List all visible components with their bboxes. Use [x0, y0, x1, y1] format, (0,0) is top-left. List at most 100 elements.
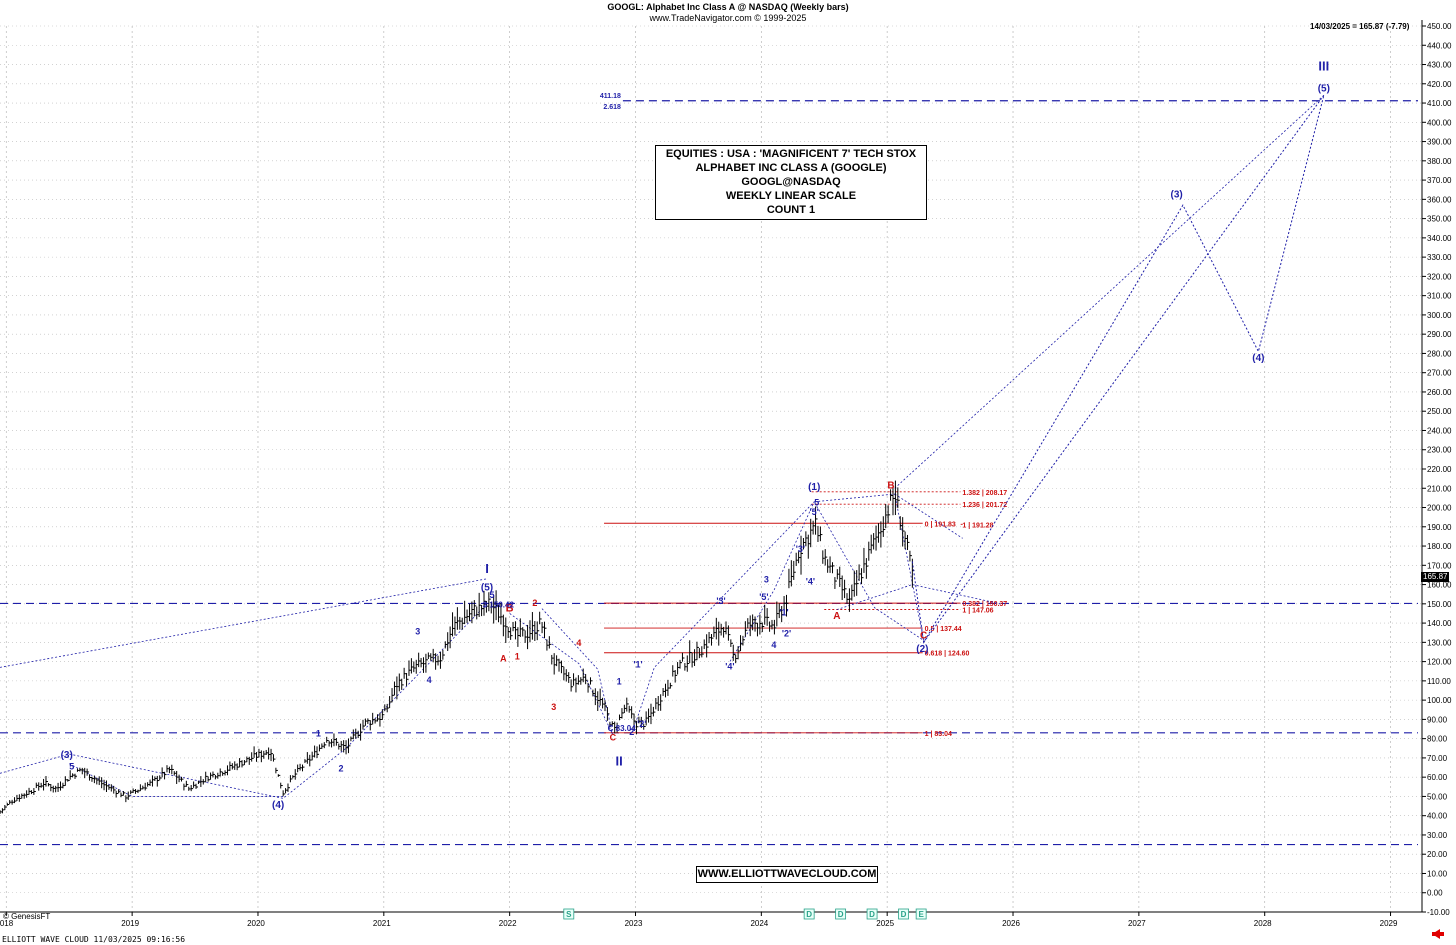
info-line-4: WEEKLY LINEAR SCALE [725, 190, 857, 202]
y-tick-label: 160.00 [1427, 581, 1452, 590]
info-line-2: ALPHABET INC CLASS A (GOOGLE) [695, 162, 887, 174]
x-tick-label: 2026 [1002, 919, 1020, 928]
y-tick-label: 450.00 [1427, 22, 1452, 31]
y-tick-label: 380.00 [1427, 157, 1452, 166]
fib-level-label: 1 | 147.06 [962, 607, 993, 614]
event-marker [866, 908, 878, 920]
y-tick-label: 320.00 [1427, 272, 1452, 281]
wave-label: (3) [61, 750, 73, 761]
y-tick-label: 100.00 [1427, 696, 1452, 705]
y-tick-label: 200.00 [1427, 504, 1452, 513]
y-tick-label: 150.00 [1427, 600, 1452, 609]
y-tick-label: 410.00 [1427, 99, 1452, 108]
y-tick-label: 20.00 [1427, 850, 1448, 859]
info-box: EQUITIES : USA : 'MAGNIFICENT 7' TECH ST… [655, 145, 927, 220]
fib-level-label: 1.236 | 201.72 [962, 502, 1007, 509]
y-tick-label: 10.00 [1427, 869, 1448, 878]
channel-line [0, 578, 488, 668]
x-tick-label: 2023 [625, 919, 643, 928]
wave-label: 2 [629, 727, 634, 737]
wave-label: (5) [481, 582, 493, 593]
y-tick-label: 120.00 [1427, 658, 1452, 667]
last-price-tag: 165.87 [1421, 572, 1450, 582]
wave-label: '5' [810, 507, 819, 517]
y-tick-label: 220.00 [1427, 465, 1452, 474]
event-marker-label: D [901, 910, 907, 919]
x-tick-label: 2025 [876, 919, 894, 928]
projection-line [911, 95, 1325, 644]
y-tick-label: 420.00 [1427, 80, 1452, 89]
event-marker-label: D [869, 910, 875, 919]
event-marker [563, 908, 575, 920]
fib-level-label: 0.382 | 150.37 [962, 601, 1007, 608]
channel-line [813, 493, 925, 642]
y-tick-label: 340.00 [1427, 234, 1452, 243]
y-tick-label: 240.00 [1427, 426, 1452, 435]
wave-label: 4 [771, 640, 776, 650]
y-tick-label: 280.00 [1427, 349, 1452, 358]
wave-label: '1' [779, 607, 788, 617]
event-marker-label: D [806, 910, 812, 919]
fib-level-label: 1.382 | 208.17 [962, 490, 1007, 497]
scroll-left-arrow-icon[interactable] [1432, 929, 1444, 939]
wave-label: (3) [1170, 189, 1182, 200]
y-tick-label: 110.00 [1427, 677, 1451, 686]
event-marker [915, 908, 927, 920]
y-tick-label: 370.00 [1427, 176, 1452, 185]
wave-label: C [610, 733, 617, 743]
x-tick-label: 2022 [499, 919, 517, 928]
source-credit: © GenesisFT [3, 912, 51, 921]
y-tick-label: 70.00 [1427, 754, 1448, 763]
y-tick-label: 80.00 [1427, 735, 1448, 744]
event-marker [898, 908, 909, 920]
target-price-label: 411.18 [600, 93, 621, 100]
event-marker-label: S [566, 910, 572, 919]
wave-label: '1' [633, 659, 642, 669]
fib-level-label: 1 | 83.04 [925, 731, 952, 738]
fib-level-label: 0.618 | 124.60 [925, 651, 970, 658]
y-tick-label: 170.00 [1427, 561, 1452, 570]
wave-label: '2' [637, 719, 646, 729]
x-tick-label: 2029 [1380, 919, 1398, 928]
wave-label: 1 [515, 652, 520, 662]
y-tick-label: 180.00 [1427, 542, 1452, 551]
y-tick-label: 60.00 [1427, 773, 1448, 782]
website-box[interactable]: WWW.ELLIOTTWAVECLOUD.COM [696, 866, 878, 883]
x-tick-label: 2021 [373, 919, 391, 928]
wave-label: (4) [272, 800, 284, 811]
y-tick-label: 310.00 [1427, 292, 1452, 301]
x-tick-label: 2027 [1128, 919, 1146, 928]
wave-label: C 83.04 [608, 724, 637, 733]
price-bars [0, 480, 915, 814]
wave-label: I [485, 561, 489, 576]
projection-line [923, 95, 1325, 643]
event-marker [803, 908, 815, 920]
y-tick-label: 360.00 [1427, 195, 1452, 204]
channel-line [894, 493, 963, 539]
y-tick-label: 440.00 [1427, 41, 1452, 50]
wave-label: B [506, 603, 514, 615]
fib-level-label: 0 | 191.83 [925, 521, 956, 528]
wave-label: '2' [782, 629, 791, 639]
y-axis: -10.00 0.00 10.00 20.00 30.00 40.00 50.00 60.00… [1421, 20, 1456, 918]
info-line-5: COUNT 1 [766, 204, 816, 216]
chart-title: GOOGL: Alphabet Inc Class A @ NASDAQ (We… [607, 2, 849, 12]
footer-stamp: ELLIOTT WAVE CLOUD 11/03/2025 09:16:56 [2, 935, 186, 944]
wave-label: 3 [415, 627, 420, 637]
x-axis: 2018 2019 2020 2021 2022 2023 2024 2025 2026 2027… [0, 911, 1422, 928]
y-tick-label: 230.00 [1427, 446, 1452, 455]
price-levels: 411.18 2.618 1.382 | 208.17 1.236 | 201.72 0… [0, 93, 1418, 846]
info-line-3: GOOGL@NASDAQ [741, 176, 841, 188]
y-tick-label: 90.00 [1427, 715, 1448, 724]
wave-label: 3 [551, 702, 556, 712]
y-tick-label: 260.00 [1427, 388, 1452, 397]
wave-label: 1 [316, 729, 321, 739]
wave-label: A [833, 611, 840, 622]
x-tick-label: 2024 [750, 919, 768, 928]
wave-label: 2 [532, 598, 537, 608]
wave-label: (4) [1252, 353, 1264, 364]
wave-label: 5 [69, 761, 74, 771]
y-tick-label: 400.00 [1427, 118, 1452, 127]
y-tick-label: 350.00 [1427, 215, 1452, 224]
